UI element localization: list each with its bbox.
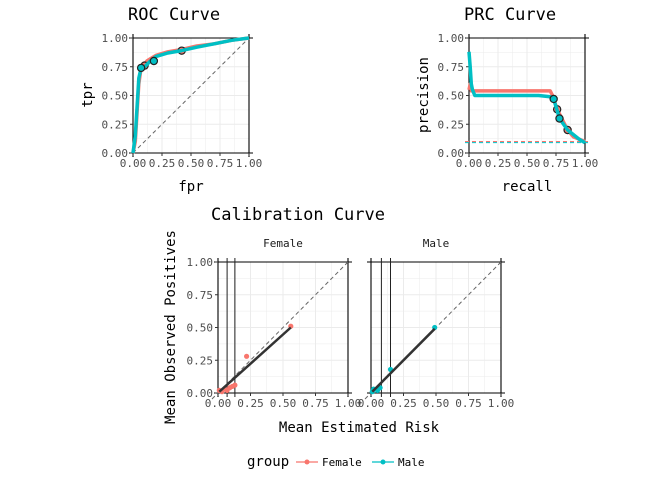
calibration-point-female bbox=[244, 353, 250, 359]
prc-y-tick-label: 0.50 bbox=[438, 90, 465, 103]
calibration-facet-female: Female 0.00 0.25 0.50 0.75 1.00 0.00 0.25 0.50 0.… bbox=[187, 237, 362, 410]
legend-label-female: Female bbox=[322, 456, 362, 469]
calibration-female-x-tick-label: 0.75 bbox=[302, 397, 329, 410]
calibration-female-y-tick-label: 0.00 bbox=[187, 387, 214, 400]
legend-key-male-dot bbox=[380, 459, 386, 465]
calibration-xlabel: Mean Estimated Risk bbox=[279, 420, 440, 436]
prc-plot-area: 0.00 0.25 0.50 0.75 1.000.000.250.500.751.00 bbox=[438, 32, 599, 170]
roc-y-tick-label: 1.00 bbox=[102, 32, 129, 45]
roc-y-tick-label: 0.50 bbox=[102, 90, 129, 103]
roc-y-tick-label: 0.00 bbox=[102, 147, 129, 160]
calibration-fit-line-female bbox=[218, 326, 292, 393]
roc-plot-area: 0.00 0.25 0.50 0.75 1.000.000.250.500.751.00 bbox=[102, 32, 263, 170]
calibration-male-x-tick-label: 0.25 bbox=[390, 397, 417, 410]
calibration-female-x-tick-label: 1.00 bbox=[335, 397, 362, 410]
calibration-panel: Calibration Curve Female 0.00 0.25 0.50 0.75… bbox=[163, 205, 514, 436]
facet-strip-label-male: Male bbox=[423, 237, 450, 250]
calibration-female-y-tick-label: 0.75 bbox=[187, 289, 214, 302]
legend-key-female-dot bbox=[304, 459, 310, 465]
calibration-female-x-tick-label: 0.50 bbox=[270, 397, 297, 410]
prc-ylabel: precision bbox=[416, 57, 432, 133]
roc-x-tick-label: 1.00 bbox=[236, 157, 263, 170]
roc-point-male bbox=[136, 63, 146, 73]
roc-y-tick-label: 0.75 bbox=[102, 61, 129, 74]
prc-x-tick-label: 0.75 bbox=[543, 157, 570, 170]
calibration-female-y-tick-label: 1.00 bbox=[187, 256, 214, 269]
calibration-male-x-tick-label: 1.00 bbox=[488, 397, 515, 410]
prc-point-male bbox=[555, 114, 564, 123]
legend-title: group bbox=[247, 454, 289, 470]
calibration-male-x-tick-label: 0.75 bbox=[455, 397, 482, 410]
legend: group Female Male bbox=[247, 454, 425, 470]
prc-x-tick-label: 0.00 bbox=[456, 157, 483, 170]
legend-label-male: Male bbox=[398, 456, 425, 469]
calibration-male-x-tick-label: 0.50 bbox=[423, 397, 450, 410]
roc-point-male bbox=[149, 56, 159, 66]
calibration-title: Calibration Curve bbox=[211, 205, 385, 225]
roc-ylabel: tpr bbox=[80, 82, 96, 107]
roc-title: ROC Curve bbox=[128, 5, 220, 25]
calibration-male-x-tick-label: 0.00 bbox=[358, 397, 385, 410]
calibration-point-female bbox=[232, 382, 238, 388]
prc-title: PRC Curve bbox=[464, 5, 556, 25]
roc-reference-diagonal bbox=[132, 37, 250, 154]
facet-strip-label-female: Female bbox=[263, 237, 303, 250]
prc-point-male bbox=[549, 94, 558, 104]
prc-x-tick-label: 1.00 bbox=[572, 157, 599, 170]
prc-xlabel: recall bbox=[502, 179, 553, 195]
roc-series-male-line bbox=[131, 36, 250, 154]
calibration-female-y-tick-label: 0.50 bbox=[187, 322, 214, 335]
calibration-female-y-tick-label: 0.25 bbox=[187, 354, 214, 367]
prc-x-tick-label: 0.50 bbox=[514, 157, 541, 170]
prc-y-tick-label: 0.00 bbox=[438, 147, 465, 160]
prc-series-male-line bbox=[467, 51, 586, 145]
prc-y-tick-label: 1.00 bbox=[438, 32, 465, 45]
prc-y-tick-label: 0.75 bbox=[438, 61, 465, 74]
roc-x-tick-label: 0.50 bbox=[178, 157, 205, 170]
prc-panel: PRC Curve 0.00 0.25 0.50 0.75 1.000.000.250.… bbox=[416, 5, 598, 195]
calibration-facet-male: Male 0.00 0.25 0.50 0.75 1.00 bbox=[358, 237, 515, 410]
prc-y-tick-label: 0.25 bbox=[438, 118, 465, 131]
calibration-female-x-tick-label: 0.25 bbox=[237, 397, 264, 410]
roc-x-tick-label: 0.00 bbox=[120, 157, 147, 170]
calibration-female-x-tick-label: 0.00 bbox=[205, 397, 232, 410]
roc-xlabel: fpr bbox=[178, 179, 203, 195]
roc-x-tick-label: 0.75 bbox=[207, 157, 234, 170]
calibration-ylabel: Mean Observed Positives bbox=[163, 230, 179, 424]
roc-panel: ROC Curve 0.00 0.25 0.50 0.75 1.000.000.250.… bbox=[80, 5, 262, 195]
roc-x-tick-label: 0.25 bbox=[149, 157, 176, 170]
prc-x-tick-label: 0.25 bbox=[485, 157, 512, 170]
roc-y-tick-label: 0.25 bbox=[102, 118, 129, 131]
calibration-fit-line-male bbox=[371, 327, 436, 393]
